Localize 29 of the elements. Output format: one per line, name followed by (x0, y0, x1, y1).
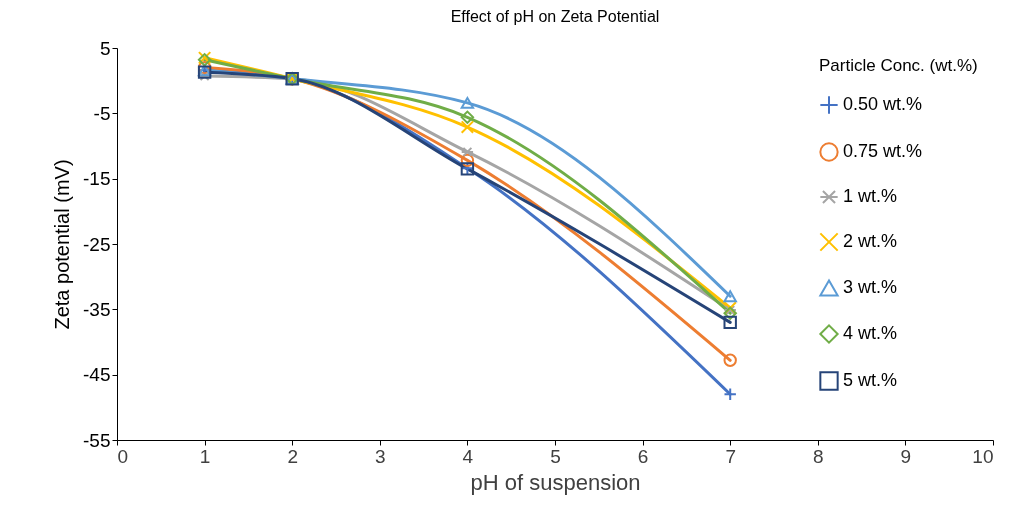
x-tick-label: 0 (117, 445, 129, 467)
legend-label: 0.50 wt.% (843, 94, 923, 114)
x-tick-label: 8 (813, 445, 824, 467)
x-tick-label: 2 (287, 445, 298, 467)
y-tick-label: -5 (93, 102, 111, 124)
y-axis-title: Zeta potential (mV) (51, 159, 74, 330)
y-tick-label: -25 (83, 233, 111, 255)
legend-label: 3 wt.% (843, 277, 898, 297)
y-tick-label: -45 (83, 364, 111, 386)
x-tick-label: 10 (972, 445, 994, 467)
legend-label: 2 wt.% (843, 231, 898, 251)
x-tick-label: 4 (462, 445, 474, 467)
legend-label: 0.75 wt.% (843, 141, 923, 161)
x-tick-label: 5 (550, 445, 561, 467)
x-axis-title: pH of suspension (470, 469, 641, 495)
x-tick-label: 9 (900, 445, 912, 467)
x-tick-label: 7 (725, 445, 736, 467)
y-tick-label: -55 (83, 429, 111, 451)
legend-label: 1 wt.% (843, 186, 898, 206)
y-tick-label: -35 (83, 298, 111, 320)
y-tick-label: 5 (99, 37, 111, 59)
legend-title: Particle Conc. (wt.%) (819, 56, 978, 75)
legend-label: 4 wt.% (843, 323, 898, 343)
x-tick-label: 6 (637, 445, 649, 467)
y-tick-label: -15 (83, 168, 111, 190)
chart-title: Effect of pH on Zeta Potential (450, 8, 660, 25)
legend-label: 5 wt.% (843, 370, 898, 390)
x-tick-label: 3 (375, 445, 386, 467)
x-tick-label: 1 (199, 445, 211, 467)
